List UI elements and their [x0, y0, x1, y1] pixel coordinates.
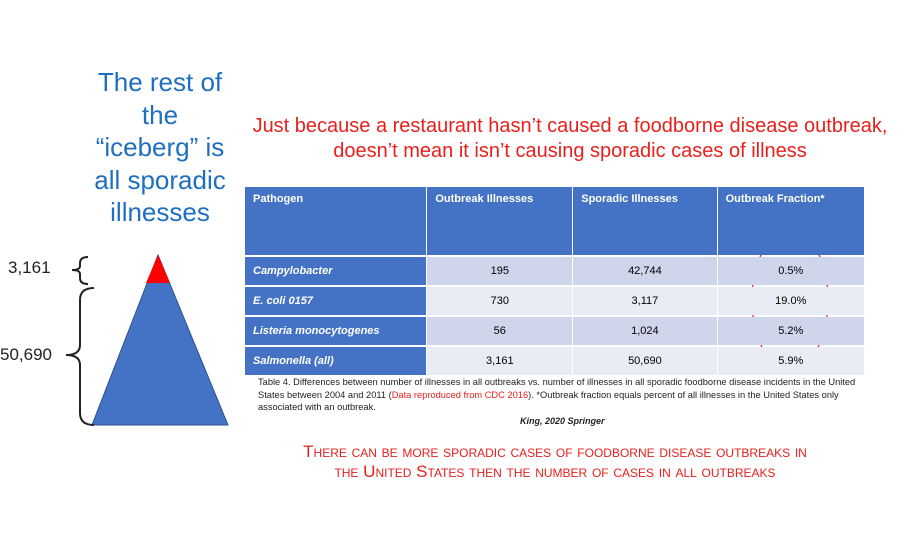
tip-label: 3,161 [8, 258, 51, 277]
table-cell: 3,161 [427, 347, 574, 375]
table-cell: 19.0% [717, 287, 865, 315]
header-row: Pathogen Outbreak Illnesses Sporadic Illne… [245, 187, 865, 255]
table-cell: Listeria monocytogenes [245, 317, 428, 345]
iceberg [91, 253, 229, 426]
table-cell: 730 [427, 287, 574, 315]
table-row: E. coli 0157 730 3,117 19.0% [245, 287, 865, 315]
brace [65, 287, 95, 426]
table-cell: 50,690 [573, 347, 718, 375]
headline-line: Just because a restaurant hasn’t caused … [252, 115, 888, 137]
side-text: The rest of the “iceberg” is all sporadic il… [60, 66, 260, 229]
citation: King, 2020 Springer [520, 416, 605, 426]
table-cell: 0.5% [717, 257, 865, 285]
brace [71, 256, 89, 285]
headline: Just because a restaurant hasn’t caused … [230, 114, 900, 164]
table-cell: 5.2% [717, 317, 865, 345]
side-text-line: illnesses [110, 197, 210, 227]
side-text-line: “iceberg” is [95, 132, 225, 162]
table-row: Salmonella (all) 3,161 50,690 5.9% [245, 347, 865, 375]
table-row: Campylobacter 195 42,744 0.5% [245, 257, 865, 285]
table-cell: 1,024 [573, 317, 718, 345]
caption-part: Data reproduced from CDC 2016 [391, 389, 529, 400]
side-text-line: the [141, 99, 179, 130]
caption-part: Table 4. Differences between number of i… [258, 377, 856, 400]
table-cell: 56 [427, 317, 574, 345]
side-text-line: The rest of [97, 67, 223, 97]
table-cell: 195 [427, 257, 574, 285]
footer: There can be more sporadic cases of food… [180, 442, 900, 482]
iceberg-tip [146, 255, 170, 283]
caption-part: ). *Outbreak fraction equals percent of … [258, 389, 839, 413]
table-row: Listeria monocytogenes 56 1,024 5.2% [245, 317, 865, 345]
footer-line: the United States then the number of cas… [334, 462, 776, 481]
base-label: 50,690 [0, 345, 52, 364]
data-table: Pathogen Outbreak Illnesses Sporadic Illne… [245, 185, 865, 377]
table-cell: Campylobacter [245, 257, 428, 285]
table-cell: 5.9% [717, 347, 865, 375]
header-cell: Outbreak Fraction* [717, 187, 865, 255]
headline-line: doesn’t mean it isn’t causing sporadic c… [333, 140, 807, 162]
table-cell: 3,117 [573, 287, 718, 315]
footer-line: There can be more sporadic cases of food… [303, 442, 807, 461]
caption: Table 4. Differences between number of i… [258, 376, 858, 414]
header-cell: Outbreak Illnesses [427, 187, 574, 255]
table-cell: 42,744 [573, 257, 718, 285]
table-cell: E. coli 0157 [245, 287, 428, 315]
header-cell: Pathogen [245, 187, 428, 255]
side-text-line: all sporadic [94, 164, 226, 195]
table-cell: Salmonella (all) [245, 347, 428, 375]
header-cell: Sporadic Illnesses [573, 187, 718, 255]
